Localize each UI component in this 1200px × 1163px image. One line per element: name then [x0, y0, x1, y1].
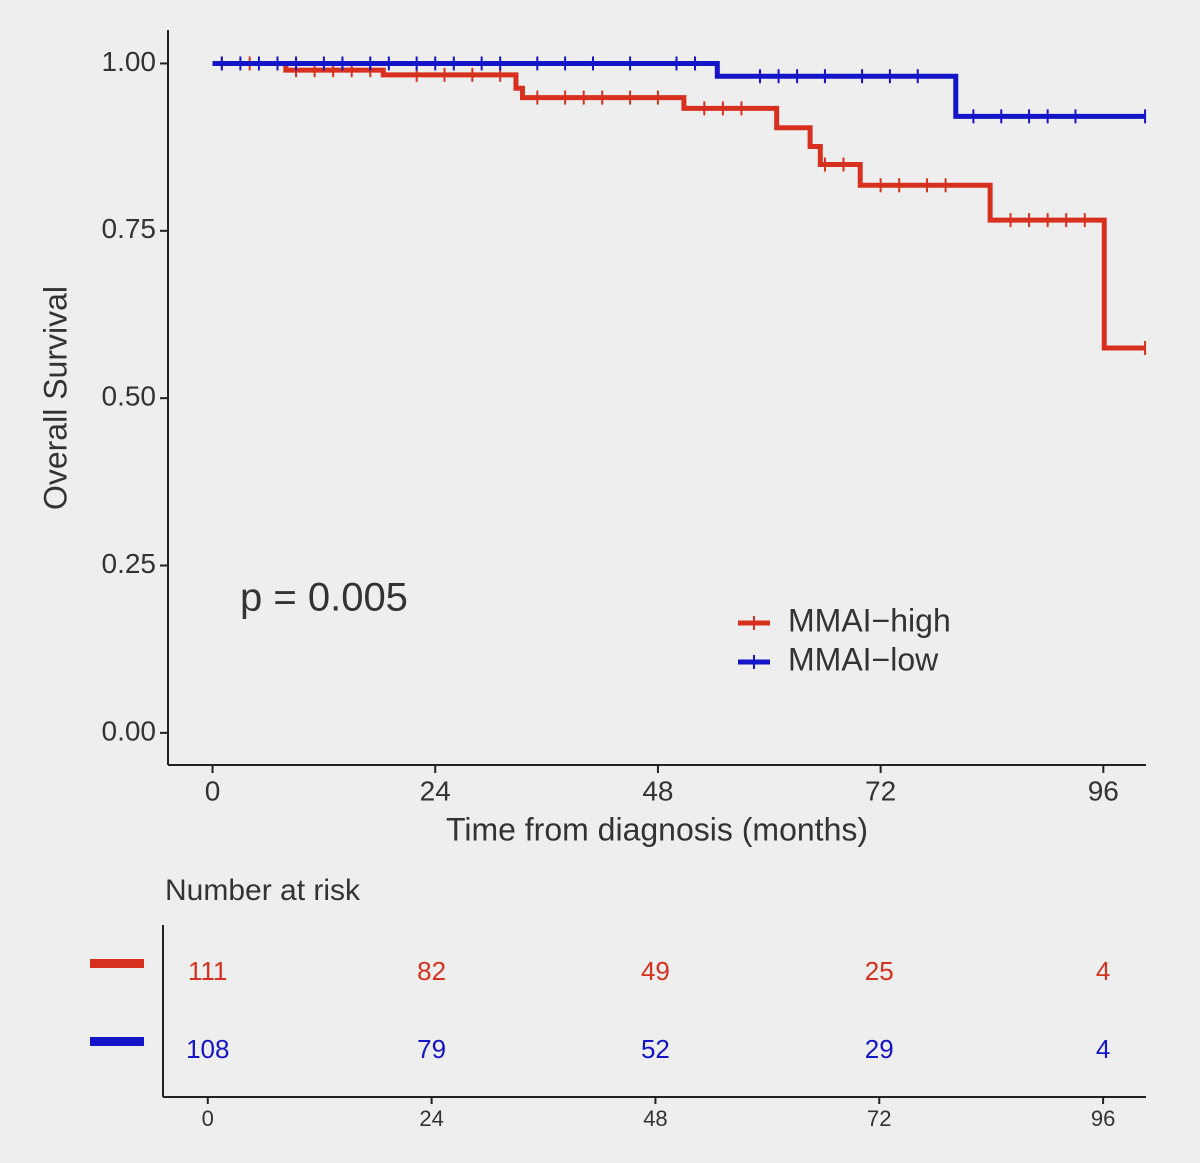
legend-label: MMAI−high — [788, 602, 951, 638]
x-tick-label: 72 — [865, 775, 896, 806]
x-axis-title: Time from diagnosis (months) — [446, 811, 868, 847]
risk-x-tick-label: 72 — [867, 1106, 891, 1131]
risk-x-tick-label: 0 — [202, 1106, 214, 1131]
risk-count: 25 — [865, 956, 894, 986]
survival-curve — [212, 60, 1146, 119]
risk-count: 4 — [1096, 956, 1110, 986]
risk-table-title: Number at risk — [165, 874, 361, 907]
risk-count: 79 — [417, 1034, 446, 1064]
risk-row-swatch — [90, 1037, 144, 1046]
survival-curve — [212, 60, 1146, 351]
y-axis-title: Overall Survival — [37, 286, 73, 510]
y-tick-label: 1.00 — [102, 46, 157, 77]
risk-x-tick-label: 48 — [643, 1106, 667, 1131]
risk-count: 52 — [641, 1034, 670, 1064]
y-tick-label: 0.25 — [102, 548, 157, 579]
risk-count: 111 — [188, 956, 228, 986]
x-tick-label: 24 — [420, 775, 451, 806]
risk-row-swatch — [90, 959, 144, 968]
x-tick-label: 48 — [642, 775, 673, 806]
p-value: p = 0.005 — [240, 576, 408, 620]
risk-x-tick-label: 96 — [1091, 1106, 1115, 1131]
risk-count: 82 — [417, 956, 446, 986]
y-tick-label: 0.00 — [102, 715, 157, 746]
x-tick-label: 96 — [1088, 775, 1119, 806]
y-tick-label: 0.50 — [102, 381, 157, 412]
y-tick-label: 0.75 — [102, 213, 157, 244]
x-tick-label: 0 — [205, 775, 221, 806]
risk-count: 4 — [1096, 1034, 1110, 1064]
risk-count: 29 — [865, 1034, 894, 1064]
risk-x-tick-label: 24 — [419, 1106, 443, 1131]
risk-count: 49 — [641, 956, 670, 986]
risk-count: 108 — [186, 1034, 229, 1064]
legend-label: MMAI−low — [788, 641, 939, 677]
